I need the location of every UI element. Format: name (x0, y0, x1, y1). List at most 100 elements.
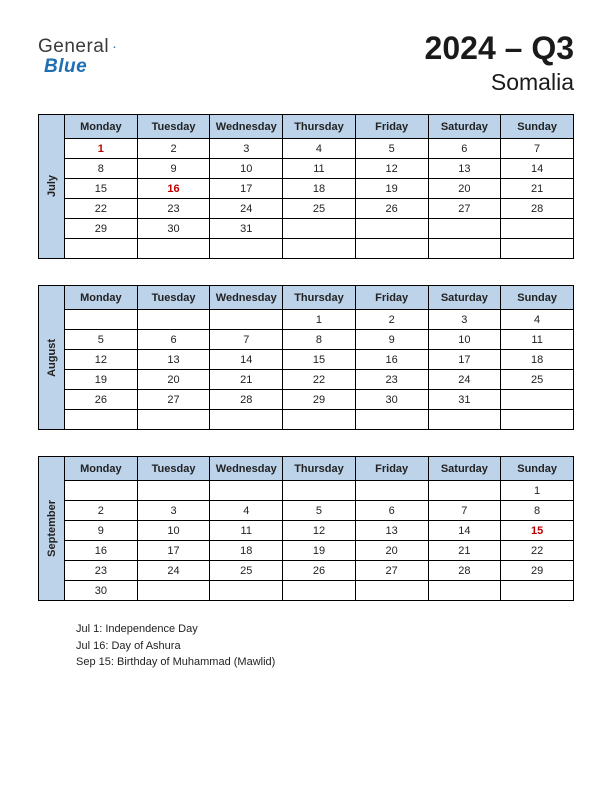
day-cell (65, 410, 138, 430)
day-cell: 9 (65, 521, 138, 541)
day-cell: 17 (137, 541, 210, 561)
day-cell: 12 (283, 521, 356, 541)
calendar-table: MondayTuesdayWednesdayThursdayFridaySatu… (64, 285, 574, 430)
day-cell: 5 (283, 501, 356, 521)
day-cell: 7 (501, 139, 574, 159)
day-cell: 8 (501, 501, 574, 521)
day-cell: 28 (210, 390, 283, 410)
day-cell (137, 481, 210, 501)
calendar-row: 15161718192021 (65, 179, 574, 199)
calendar-row: 2345678 (65, 501, 574, 521)
day-cell (65, 310, 138, 330)
day-cell (210, 481, 283, 501)
day-cell: 23 (65, 561, 138, 581)
day-cell (210, 239, 283, 259)
month-name: September (46, 500, 58, 557)
calendar-row: 1234 (65, 310, 574, 330)
weekday-header: Saturday (428, 115, 501, 139)
day-cell: 10 (210, 159, 283, 179)
day-cell: 4 (210, 501, 283, 521)
day-cell: 3 (428, 310, 501, 330)
calendar-table: MondayTuesdayWednesdayThursdayFridaySatu… (64, 114, 574, 259)
day-cell (210, 410, 283, 430)
day-cell: 31 (428, 390, 501, 410)
day-cell: 20 (137, 370, 210, 390)
day-cell: 12 (355, 159, 428, 179)
calendar-row: 12131415161718 (65, 350, 574, 370)
day-cell: 24 (210, 199, 283, 219)
calendar-row: 30 (65, 581, 574, 601)
calendar-row: 262728293031 (65, 390, 574, 410)
holiday-note: Jul 1: Independence Day (76, 621, 574, 638)
weekday-header: Friday (355, 115, 428, 139)
day-cell: 11 (283, 159, 356, 179)
day-cell (283, 581, 356, 601)
day-cell: 23 (355, 370, 428, 390)
calendar-row: 19202122232425 (65, 370, 574, 390)
day-cell: 21 (428, 541, 501, 561)
day-cell (355, 239, 428, 259)
day-cell (428, 481, 501, 501)
day-cell: 10 (137, 521, 210, 541)
day-cell (501, 581, 574, 601)
holiday-note: Jul 16: Day of Ashura (76, 638, 574, 655)
day-cell: 21 (210, 370, 283, 390)
day-cell: 14 (210, 350, 283, 370)
day-cell: 8 (65, 159, 138, 179)
day-cell (283, 481, 356, 501)
day-cell: 6 (355, 501, 428, 521)
day-cell: 25 (283, 199, 356, 219)
weekday-header: Wednesday (210, 115, 283, 139)
day-cell: 4 (501, 310, 574, 330)
day-cell: 2 (355, 310, 428, 330)
weekday-header: Tuesday (137, 115, 210, 139)
day-cell (283, 219, 356, 239)
calendar-table: MondayTuesdayWednesdayThursdayFridaySatu… (64, 456, 574, 601)
month-block: AugustMondayTuesdayWednesdayThursdayFrid… (38, 285, 574, 430)
weekday-header: Saturday (428, 286, 501, 310)
day-cell: 2 (65, 501, 138, 521)
calendar-row: 9101112131415 (65, 521, 574, 541)
day-cell: 3 (210, 139, 283, 159)
logo-blue-line: Blue (44, 56, 87, 78)
calendar-row: 567891011 (65, 330, 574, 350)
day-cell: 19 (355, 179, 428, 199)
day-cell: 30 (65, 581, 138, 601)
day-cell: 29 (65, 219, 138, 239)
day-cell: 25 (501, 370, 574, 390)
month-label: July (38, 114, 64, 259)
day-cell: 27 (355, 561, 428, 581)
day-cell (210, 581, 283, 601)
month-block: September MondayTuesdayWednesdayThursdayF… (38, 456, 574, 601)
day-cell: 9 (137, 159, 210, 179)
calendar-row: 16171819202122 (65, 541, 574, 561)
day-cell: 24 (137, 561, 210, 581)
day-cell (65, 481, 138, 501)
day-cell: 27 (137, 390, 210, 410)
day-cell: 3 (137, 501, 210, 521)
day-cell (501, 219, 574, 239)
day-cell: 28 (501, 199, 574, 219)
calendar-container: JulyMondayTuesdayWednesdayThursdayFriday… (38, 114, 574, 601)
day-cell: 20 (428, 179, 501, 199)
day-cell: 24 (428, 370, 501, 390)
calendar-row: 22232425262728 (65, 199, 574, 219)
holiday-note: Sep 15: Birthday of Muhammad (Mawlid) (76, 654, 574, 671)
day-cell (428, 239, 501, 259)
day-cell: 11 (210, 521, 283, 541)
day-cell: 14 (501, 159, 574, 179)
day-cell: 17 (210, 179, 283, 199)
day-cell: 20 (355, 541, 428, 561)
month-label: August (38, 285, 64, 430)
day-cell (137, 410, 210, 430)
day-cell: 28 (428, 561, 501, 581)
day-cell (501, 410, 574, 430)
day-cell: 27 (428, 199, 501, 219)
day-cell: 22 (283, 370, 356, 390)
day-cell (501, 390, 574, 410)
country-name: Somalia (425, 69, 574, 96)
day-cell: 18 (501, 350, 574, 370)
day-cell (210, 310, 283, 330)
page-header: General 2024 – Q3 Somalia (38, 30, 574, 96)
day-cell (283, 239, 356, 259)
